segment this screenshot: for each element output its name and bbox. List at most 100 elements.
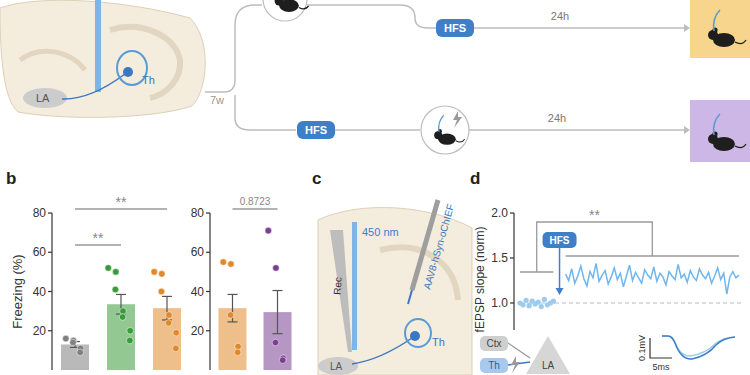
data-point	[151, 269, 158, 276]
tick-label: 40	[191, 285, 205, 299]
projection	[62, 74, 125, 99]
tick-mark	[510, 257, 514, 258]
error-bar	[162, 296, 172, 320]
brain-slice	[318, 208, 472, 375]
light-label: 450 nm	[362, 226, 399, 238]
timeline	[469, 129, 684, 131]
optic-fiber	[439, 115, 444, 132]
error-bar	[116, 294, 126, 314]
optic-fiber	[714, 10, 720, 31]
region-la	[318, 357, 358, 375]
region-label: LA	[330, 361, 343, 372]
hfs-box	[297, 121, 335, 139]
tick-mark	[206, 291, 210, 292]
data-point	[220, 259, 227, 266]
region-label: Th	[142, 74, 155, 86]
significance-line	[233, 208, 278, 209]
timeline	[474, 27, 684, 29]
data-point	[77, 349, 84, 356]
data-point	[166, 312, 173, 319]
tick-mark	[48, 212, 52, 213]
icon-circle	[263, 0, 307, 21]
mouse-icon	[708, 114, 746, 151]
tick-label: 80	[191, 206, 205, 220]
bar	[219, 308, 247, 370]
data-point	[63, 335, 70, 342]
region-th	[410, 331, 420, 341]
node-box	[480, 336, 508, 351]
scale-label: 5ms	[652, 362, 670, 372]
timeline	[235, 95, 296, 130]
mouse-tail	[299, 6, 309, 9]
delay-label: 7w	[210, 94, 224, 106]
node-label: Th	[488, 360, 500, 371]
scale-label: 0.1mV	[637, 335, 647, 361]
electrode	[330, 230, 352, 352]
tick-mark	[48, 291, 52, 292]
data-point	[119, 314, 126, 321]
tick-label: 2.0	[491, 206, 508, 220]
tick-label: 1.5	[491, 251, 508, 265]
data-point	[523, 298, 528, 303]
data-point	[234, 349, 241, 356]
trace	[662, 336, 735, 359]
series-line	[566, 263, 739, 294]
error-cap	[273, 290, 283, 291]
connection	[508, 343, 530, 358]
data-point	[536, 300, 541, 305]
hfs-box	[543, 232, 577, 248]
panel-label: c	[312, 169, 321, 188]
panel-label: d	[470, 169, 480, 188]
data-point	[70, 339, 77, 346]
significance-label: **	[116, 194, 127, 210]
optic-fiber	[714, 114, 720, 135]
data-point	[127, 327, 134, 334]
tick-mark	[510, 302, 514, 303]
electrode-label: Rec	[331, 276, 343, 295]
hfs-label: HFS	[444, 22, 466, 34]
significance-label: **	[589, 207, 600, 223]
data-point	[265, 227, 272, 234]
panel-label: b	[6, 169, 16, 188]
tick-label: 80	[33, 206, 47, 220]
node-label: LA	[542, 360, 555, 371]
bar	[61, 344, 89, 370]
data-point	[228, 261, 235, 268]
data-point	[539, 304, 544, 309]
data-point	[112, 286, 119, 293]
timeline	[307, 5, 436, 28]
data-point	[279, 357, 286, 364]
timeline	[205, 5, 262, 92]
tick-label: 60	[191, 245, 205, 259]
shock-icon	[453, 111, 462, 128]
arrow-head	[556, 288, 564, 295]
tick-mark	[48, 252, 52, 253]
data-point	[113, 269, 120, 276]
tick-mark	[48, 330, 52, 331]
plot-area	[61, 265, 181, 370]
hfs-label: HFS	[305, 124, 327, 136]
data-point	[227, 312, 234, 319]
plot-area	[219, 227, 292, 370]
data-point	[235, 343, 242, 350]
data-point	[158, 288, 165, 295]
data-point	[165, 320, 172, 327]
tick-label: 40	[33, 285, 47, 299]
error-bar	[228, 294, 238, 321]
figure: LATh7wHFS24hHFS24hbcd20406080Freezing (%…	[0, 0, 750, 375]
tick-label: 1.0	[491, 296, 508, 310]
data-point	[273, 265, 280, 272]
tick-label: 20	[33, 324, 47, 338]
optic-fiber	[95, 0, 101, 92]
error-bar	[273, 291, 283, 334]
data-point	[127, 337, 134, 344]
error-cap	[273, 333, 283, 334]
hfs-label: HFS	[550, 235, 570, 246]
data-point	[527, 303, 532, 308]
significance-label: 0.8723	[240, 196, 271, 207]
node-label: Ctx	[487, 338, 502, 349]
error-line	[277, 291, 278, 334]
data-point	[173, 345, 180, 352]
tick-label: 60	[33, 245, 47, 259]
syringe-needle	[408, 290, 412, 304]
